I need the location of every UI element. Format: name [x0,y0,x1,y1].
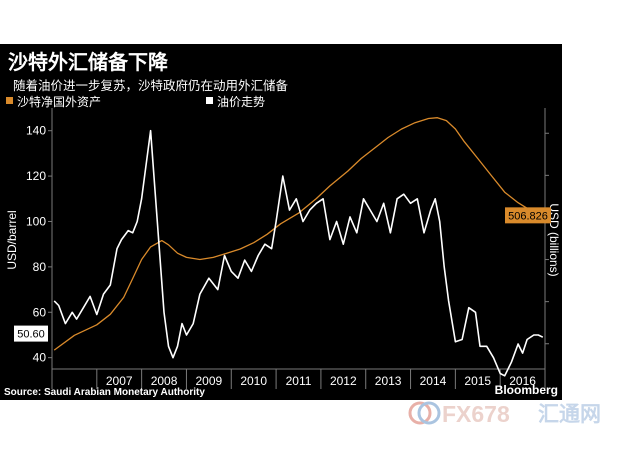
left-axis-label: USD/barrel [5,210,19,269]
plot-grid [51,108,546,370]
series-layer: 506.826 50.60 [14,117,551,377]
left-tick-label: 60 [33,305,47,319]
oil-end-value-box [14,325,48,342]
chart-panel: 沙特外汇储备下降 随着油价进一步复苏，沙特政府仍在动用外汇储备 沙特净国外资产 … [0,44,562,400]
chart-title: 沙特外汇储备下降 [8,50,169,74]
source-note: Source: Saudi Arabian Monetary Authority [4,387,205,398]
fx678-watermark: FX678 汇通网 [408,400,630,450]
x-tick-label: 2012 [330,374,357,388]
x-tick-label: 2009 [196,374,223,388]
assets-series-line [53,117,541,351]
left-tick-label: 80 [33,260,47,274]
fx678-logo-icon [408,401,441,425]
left-tick-label: 40 [33,351,47,365]
legend: 沙特净国外资产 油价走势 [6,94,265,109]
x-tick-label: 2014 [420,374,447,388]
left-axis-ticks: 40 60 80 100 120 140 [26,124,52,365]
x-axis-ticks: 2007 2008 2009 2010 2011 2012 2013 2014 2015 2016 [51,369,546,389]
left-tick-label: 120 [26,169,46,183]
x-tick-label: 2016 [509,374,536,388]
legend-label-oil: 油价走势 [217,95,265,109]
assets-end-value-callout: 506.826 [505,207,551,224]
x-tick-label: 2015 [464,374,491,388]
left-tick-label: 140 [26,124,46,138]
assets-end-value-box [505,207,551,224]
x-tick-label: 2008 [151,374,178,388]
watermark-svg: FX678 汇通网 [408,401,601,427]
legend-swatch-oil [206,97,213,104]
watermark-fx678: FX678 [442,401,510,427]
oil-end-value-label: 50.60 [17,329,45,341]
x-tick-label: 2013 [375,374,402,388]
watermark-cn: 汇通网 [538,403,601,426]
x-tick-label: 2007 [106,374,133,388]
x-tick-label: 2011 [286,374,312,388]
oil-price-series-line [53,129,544,377]
oil-end-value-callout: 50.60 [14,325,48,342]
left-tick-label: 100 [26,214,46,228]
legend-label-assets: 沙特净国外资产 [17,94,101,109]
assets-end-value-label: 506.826 [508,210,548,222]
bloomberg-logo: Bloomberg [495,383,558,397]
x-tick-label: 2010 [240,374,267,388]
legend-swatch-assets [6,97,13,104]
chart-subtitle: 随着油价进一步复苏，沙特政府仍在动用外汇储备 [13,78,289,93]
chart-svg: 沙特外汇储备下降 随着油价进一步复苏，沙特政府仍在动用外汇储备 沙特净国外资产 … [4,50,561,398]
